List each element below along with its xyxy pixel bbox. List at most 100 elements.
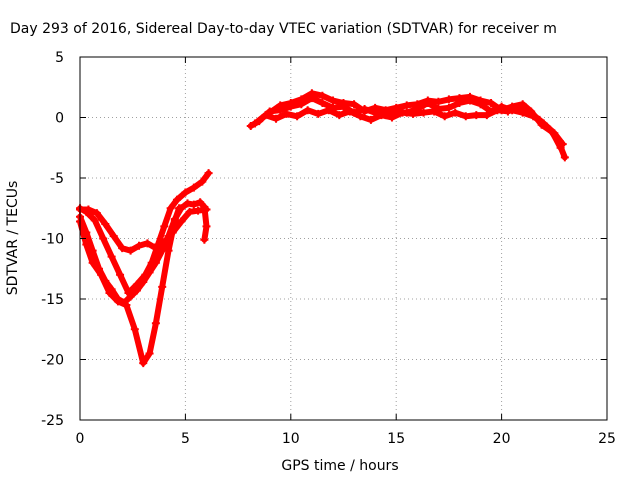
data-point [172, 195, 181, 204]
axis-tick-labels: 0 5 10 15 20 25 -25 -20 -15 -10 -5 0 5 [41, 50, 616, 447]
data-point [143, 239, 152, 248]
data-point [350, 100, 359, 109]
data-point [556, 143, 565, 152]
data-point [200, 203, 209, 212]
series-line [77, 206, 210, 254]
data-point [324, 106, 333, 115]
data-point [392, 103, 401, 112]
data-point [88, 246, 97, 255]
data-point [113, 295, 122, 303]
data-point [120, 298, 129, 307]
data-point [377, 111, 386, 120]
data-point [440, 112, 449, 121]
y-tick-label: -15 [41, 292, 64, 308]
data-point [339, 98, 348, 107]
data-point [297, 95, 306, 104]
data-point [451, 108, 460, 117]
y-tick-label: -5 [50, 171, 64, 187]
series-arc-7 [265, 89, 565, 152]
data-point [135, 241, 144, 250]
x-tick-label: 0 [76, 431, 85, 447]
data-point [356, 112, 365, 121]
data-point [265, 108, 274, 117]
data-point [126, 292, 135, 301]
data-point [90, 216, 99, 225]
data-point [398, 108, 407, 117]
series-arc-1 [76, 204, 184, 368]
data-point [84, 205, 93, 214]
data-point [116, 270, 125, 279]
data-point [130, 325, 139, 334]
data-point [92, 209, 101, 218]
data-point [548, 128, 557, 137]
data-point [402, 101, 411, 110]
data-point [194, 206, 203, 215]
series-arc-3 [76, 205, 211, 255]
data-point [381, 106, 390, 115]
data-point [360, 107, 369, 116]
data-point [177, 204, 186, 213]
data-point [166, 204, 175, 213]
data-point [413, 100, 422, 109]
y-tick-label: 0 [55, 111, 64, 127]
data-point [461, 112, 470, 121]
x-tick-label: 5 [181, 431, 190, 447]
data-point [177, 217, 186, 226]
data-point [202, 222, 211, 231]
data-point [560, 153, 569, 162]
data-point [434, 97, 443, 106]
x-axis-label: GPS time / hours [281, 458, 398, 474]
chart-title: Day 293 of 2016, Sidereal Day-to-day VTE… [10, 21, 557, 37]
data-point [101, 276, 110, 285]
data-point [99, 234, 108, 243]
data-point [200, 235, 209, 244]
y-tick-label: -10 [41, 232, 64, 248]
data-point [444, 103, 453, 112]
data-point [181, 188, 190, 197]
axis-ticks [79, 56, 608, 421]
y-tick-label: -25 [41, 413, 64, 429]
x-tick-label: 25 [598, 431, 616, 447]
data-point [303, 106, 312, 115]
data-point [185, 207, 194, 216]
data-point [487, 98, 496, 107]
data-point [482, 111, 491, 120]
data-point [139, 359, 148, 368]
data-point [145, 268, 154, 277]
series-line [252, 104, 568, 161]
data-point [335, 111, 344, 120]
data-point [118, 244, 127, 253]
data-point [82, 228, 91, 237]
data-point [107, 252, 116, 261]
y-axis-label: SDTVAR / TECUs [5, 181, 21, 296]
y-tick-label: -20 [41, 353, 64, 369]
data-series [76, 89, 569, 368]
data-point [286, 98, 295, 107]
data-point [537, 120, 546, 129]
data-point [250, 119, 259, 128]
data-point [527, 107, 536, 116]
x-tick-label: 15 [387, 431, 405, 447]
data-point [272, 114, 281, 123]
data-point [423, 96, 432, 105]
x-tick-label: 20 [493, 431, 511, 447]
data-point [444, 95, 453, 104]
data-point [158, 246, 167, 255]
data-point [455, 94, 464, 103]
data-point [371, 103, 380, 112]
data-point [465, 92, 474, 101]
data-point [170, 215, 179, 224]
data-point [366, 115, 375, 124]
data-point [204, 169, 213, 178]
data-point [101, 219, 110, 228]
data-point [151, 258, 160, 267]
data-point [419, 108, 428, 117]
data-point [497, 106, 506, 115]
data-point [94, 264, 103, 273]
data-point [183, 199, 192, 208]
y-tick-label: 5 [55, 50, 64, 66]
data-point [189, 200, 198, 209]
data-point [409, 109, 418, 118]
data-point [387, 113, 396, 122]
